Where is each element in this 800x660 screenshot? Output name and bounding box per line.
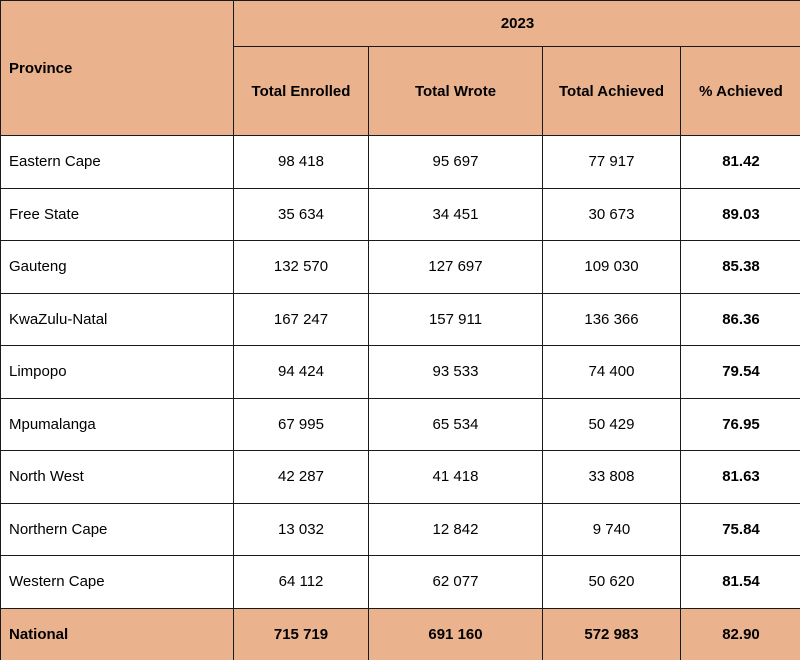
column-header-total-enrolled: Total Enrolled	[233, 46, 369, 136]
total-wrote-cell: 62 077	[368, 555, 543, 609]
national-total-achieved: 572 983	[542, 607, 681, 660]
province-name: Northern Cape	[0, 502, 234, 556]
total-wrote-cell: 65 534	[368, 397, 543, 451]
province-name: Mpumalanga	[0, 397, 234, 451]
total-wrote-cell: 34 451	[368, 187, 543, 241]
table-row: Free State 35 634 34 451 30 673 89.03	[0, 187, 800, 241]
percent-achieved-cell: 79.54	[680, 345, 800, 399]
total-achieved-cell: 33 808	[542, 450, 681, 504]
total-achieved-cell: 50 429	[542, 397, 681, 451]
total-enrolled-cell: 94 424	[233, 345, 369, 399]
total-enrolled-cell: 13 032	[233, 502, 369, 556]
table-row: KwaZulu-Natal 167 247 157 911 136 366 86…	[0, 292, 800, 346]
percent-achieved-cell: 89.03	[680, 187, 800, 241]
percent-achieved-cell: 85.38	[680, 240, 800, 294]
province-name: KwaZulu-Natal	[0, 292, 234, 346]
column-header-total-achieved: Total Achieved	[542, 46, 681, 136]
province-name: Western Cape	[0, 555, 234, 609]
year-header: 2023	[233, 0, 800, 47]
total-achieved-cell: 30 673	[542, 187, 681, 241]
percent-achieved-cell: 81.42	[680, 135, 800, 189]
column-header-total-wrote: Total Wrote	[368, 46, 543, 136]
column-header-row: Total Enrolled Total Wrote Total Achieve…	[1, 46, 800, 136]
national-total-row: National 715 719 691 160 572 983 82.90	[0, 607, 800, 660]
table-row: Northern Cape 13 032 12 842 9 740 75.84	[0, 502, 800, 556]
total-achieved-cell: 109 030	[542, 240, 681, 294]
total-wrote-cell: 12 842	[368, 502, 543, 556]
national-total-wrote: 691 160	[368, 607, 543, 660]
total-wrote-cell: 93 533	[368, 345, 543, 399]
total-achieved-cell: 77 917	[542, 135, 681, 189]
table-row: Limpopo 94 424 93 533 74 400 79.54	[0, 345, 800, 399]
total-enrolled-cell: 64 112	[233, 555, 369, 609]
national-percent-achieved: 82.90	[680, 607, 800, 660]
total-wrote-cell: 95 697	[368, 135, 543, 189]
total-achieved-cell: 9 740	[542, 502, 681, 556]
total-achieved-cell: 74 400	[542, 345, 681, 399]
national-label: National	[0, 607, 234, 660]
province-name: Limpopo	[0, 345, 234, 399]
total-achieved-cell: 136 366	[542, 292, 681, 346]
percent-achieved-cell: 75.84	[680, 502, 800, 556]
province-name: North West	[0, 450, 234, 504]
total-achieved-cell: 50 620	[542, 555, 681, 609]
table-row: Eastern Cape 98 418 95 697 77 917 81.42	[0, 135, 800, 189]
column-header-percent-achieved: % Achieved	[680, 46, 800, 136]
total-wrote-cell: 127 697	[368, 240, 543, 294]
total-enrolled-cell: 132 570	[233, 240, 369, 294]
percent-achieved-cell: 81.54	[680, 555, 800, 609]
total-wrote-cell: 157 911	[368, 292, 543, 346]
total-enrolled-cell: 98 418	[233, 135, 369, 189]
province-column-header: Province	[0, 0, 234, 136]
table-row: Gauteng 132 570 127 697 109 030 85.38	[0, 240, 800, 294]
province-name: Free State	[0, 187, 234, 241]
province-name: Eastern Cape	[0, 135, 234, 189]
percent-achieved-cell: 76.95	[680, 397, 800, 451]
table-row: Mpumalanga 67 995 65 534 50 429 76.95	[0, 397, 800, 451]
total-enrolled-cell: 67 995	[233, 397, 369, 451]
total-enrolled-cell: 167 247	[233, 292, 369, 346]
table-row: Western Cape 64 112 62 077 50 620 81.54	[0, 555, 800, 609]
total-wrote-cell: 41 418	[368, 450, 543, 504]
national-total-enrolled: 715 719	[233, 607, 369, 660]
total-enrolled-cell: 35 634	[233, 187, 369, 241]
year-header-row: Province 2023	[0, 0, 800, 136]
table-row: North West 42 287 41 418 33 808 81.63	[0, 450, 800, 504]
percent-achieved-cell: 81.63	[680, 450, 800, 504]
percent-achieved-cell: 86.36	[680, 292, 800, 346]
province-name: Gauteng	[0, 240, 234, 294]
total-enrolled-cell: 42 287	[233, 450, 369, 504]
